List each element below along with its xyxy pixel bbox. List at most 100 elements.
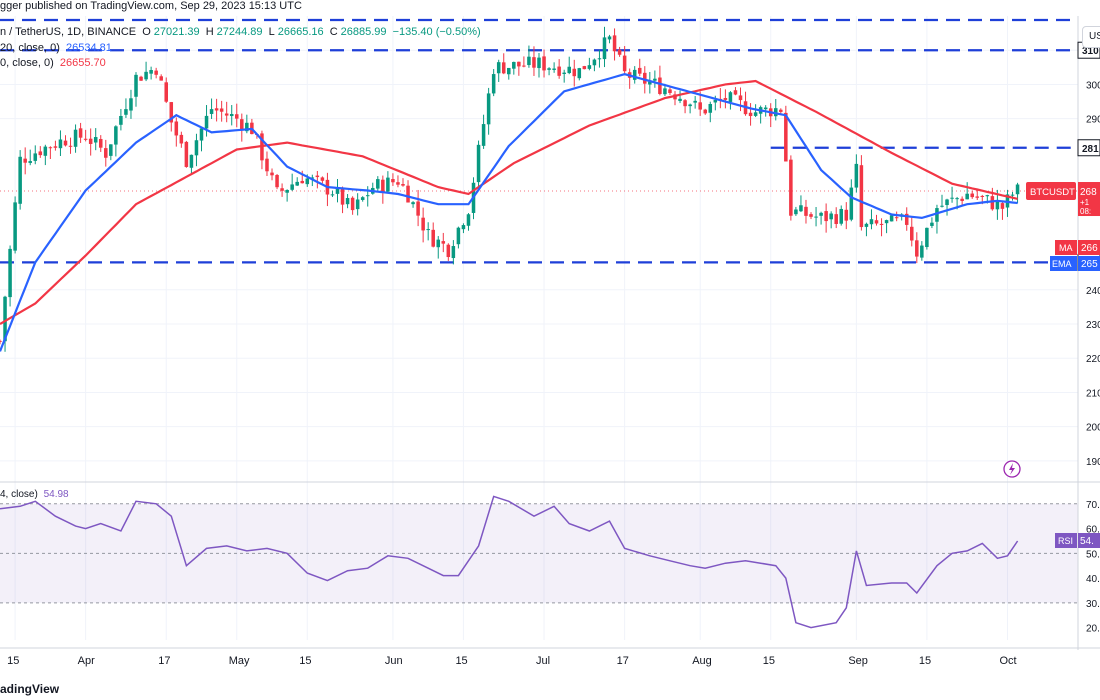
candle-body: [23, 158, 27, 163]
candle-body: [784, 112, 788, 162]
candle-body: [320, 177, 325, 181]
candle-body: [869, 219, 874, 225]
high-value: 27244.89: [216, 26, 263, 38]
rsi-legend[interactable]: 4, close) 54.98: [0, 489, 72, 500]
candle-body: [265, 158, 269, 172]
candle-body: [814, 216, 818, 218]
candle-body: [169, 102, 174, 123]
candle-body: [789, 159, 793, 216]
ema-axis-box: [1078, 256, 1100, 271]
candle-body: [501, 62, 506, 74]
candle-body: [194, 140, 199, 156]
candle-body: [653, 78, 657, 81]
time-axis-tick-label: 15: [299, 655, 311, 667]
candle-body: [537, 57, 541, 69]
ema-line: [0, 73, 1018, 352]
candle-body: [507, 67, 511, 75]
candle-body: [874, 220, 879, 224]
price-change-axis-text: +1: [1080, 198, 1090, 207]
candle-body: [844, 209, 849, 221]
close-label: C: [329, 26, 338, 38]
candle-body: [995, 201, 1000, 210]
time-axis-tick-label: Jul: [536, 655, 550, 667]
ema-tag-text: EMA: [1052, 259, 1072, 269]
candle-body: [426, 229, 430, 231]
candle-body: [567, 66, 571, 74]
candle-body: [809, 214, 813, 217]
time-axis-tick-label: 15: [7, 655, 19, 667]
candle-body: [552, 68, 556, 70]
time-axis-tick-label: 17: [617, 655, 629, 667]
candle-body: [224, 113, 229, 116]
candle-body: [547, 68, 551, 70]
candle-body: [597, 58, 602, 60]
candle-body: [68, 145, 73, 147]
candle-body: [698, 102, 702, 110]
candle-body: [864, 223, 869, 227]
ema-axis-text: 265: [1081, 259, 1098, 270]
candle-body: [159, 76, 163, 81]
candle-body: [486, 93, 491, 125]
candle-body: [894, 217, 899, 219]
candle-body: [1015, 184, 1020, 195]
candle-body: [965, 193, 969, 200]
candle-body: [78, 128, 83, 138]
candle-body: [950, 197, 954, 199]
candle-body: [970, 193, 974, 198]
candle-body: [688, 104, 692, 107]
candle-body: [406, 185, 410, 203]
candle-body: [386, 177, 390, 192]
candle-body: [562, 72, 566, 74]
candle-body: [345, 198, 350, 205]
rsi-axis-tick-label: 40.: [1086, 574, 1100, 585]
rsi-axis-tick-label: 60.: [1086, 525, 1100, 536]
rsi-legend-value: 54.98: [43, 489, 69, 500]
currency-button[interactable]: US: [1082, 26, 1100, 48]
candle-body: [93, 137, 98, 143]
ema-legend[interactable]: 20, close, 0) 26534.81: [0, 42, 115, 54]
candle-body: [355, 199, 360, 210]
candle-body: [134, 74, 138, 97]
candle-body: [184, 141, 189, 167]
candle-body: [955, 198, 959, 200]
candle-body: [532, 57, 536, 68]
candle-body: [748, 112, 753, 117]
candle-body: [940, 205, 944, 207]
candle-body: [607, 36, 612, 40]
candle-body: [58, 139, 63, 149]
candle-body: [350, 197, 355, 211]
candle-body: [83, 138, 88, 140]
candle-body: [602, 37, 607, 60]
candle-body: [446, 244, 451, 258]
candle-body: [960, 198, 964, 201]
price-axis-tick-label: 200: [1086, 423, 1100, 434]
rsi-tag-text: RSI: [1058, 536, 1073, 546]
candle-body: [124, 109, 128, 115]
candle-body: [577, 68, 582, 79]
candle-body: [109, 144, 113, 156]
candle-body: [300, 180, 305, 184]
candle-body: [854, 163, 859, 188]
ma-tag-text: MA: [1059, 243, 1073, 253]
candle-body: [119, 115, 123, 125]
candle-body: [910, 226, 914, 241]
time-axis-tick-label: Oct: [999, 655, 1016, 667]
published-text: gger published on TradingView.com, Sep 2…: [0, 0, 302, 12]
rsi-axis-tick-label: 30.: [1086, 599, 1100, 610]
candle-body: [1000, 203, 1005, 209]
ma-legend[interactable]: 0, close, 0) 26655.70: [0, 57, 109, 69]
candle-body: [381, 179, 385, 193]
candle-body: [980, 195, 985, 197]
candle-body: [804, 206, 808, 216]
candle-body: [376, 179, 380, 189]
candle-body: [794, 209, 798, 215]
candle-body: [189, 154, 194, 168]
change-value: −135.40 (−0.50%): [392, 26, 481, 38]
ema-tag-box: [1050, 256, 1077, 271]
candle-body: [315, 175, 320, 178]
high-label: H: [205, 26, 214, 38]
candle-body: [935, 208, 939, 222]
candle-body: [391, 179, 395, 183]
